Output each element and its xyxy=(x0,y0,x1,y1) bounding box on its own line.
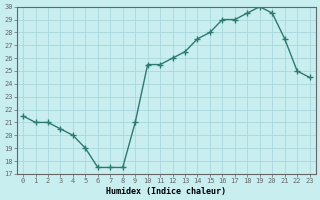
X-axis label: Humidex (Indice chaleur): Humidex (Indice chaleur) xyxy=(106,187,226,196)
